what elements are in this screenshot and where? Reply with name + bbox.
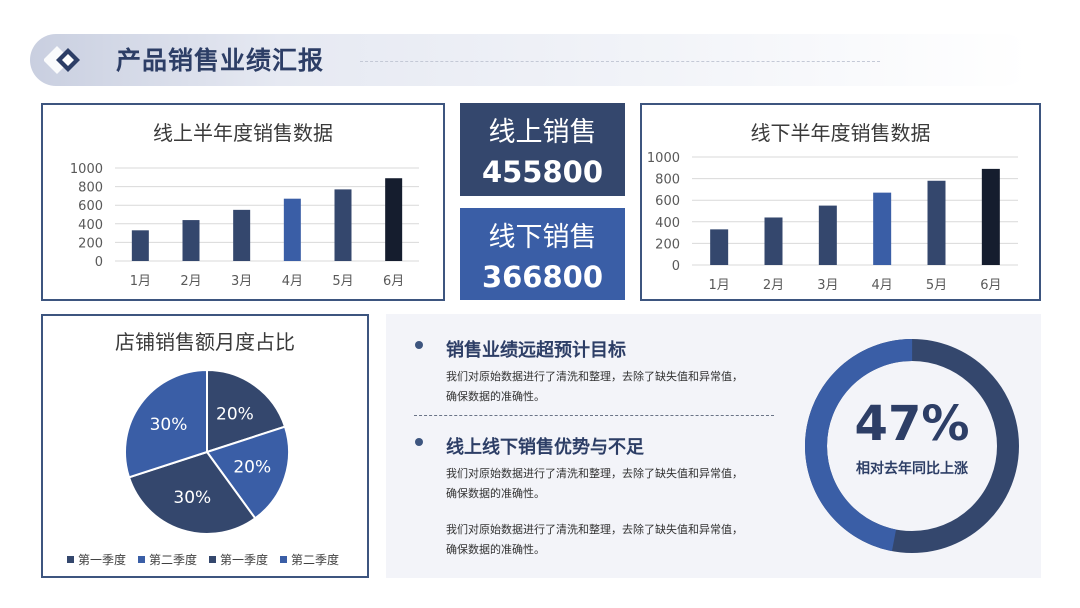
store-share-pie-panel: 店铺销售额月度占比 20% 20% 30% 30% 第一季度 第二季度 第一季度 第二季度 bbox=[41, 314, 369, 578]
pie-data-label: 20% bbox=[233, 458, 271, 478]
legend-swatch bbox=[67, 556, 74, 563]
pie-data-label: 30% bbox=[150, 415, 188, 435]
bar bbox=[927, 180, 946, 265]
title-bar bbox=[30, 34, 1030, 86]
legend-label: 第二季度 bbox=[291, 552, 339, 567]
growth-donut-gauge bbox=[804, 339, 1019, 553]
section1-text-line2: 确保数据的准确性。 bbox=[446, 390, 545, 403]
bar bbox=[334, 189, 352, 261]
legend-label: 第一季度 bbox=[220, 552, 268, 567]
online-bar-chart: 0 200 400 600 800 1000 1月 2月 3月 4月 5月 6月 bbox=[70, 162, 419, 289]
section2-p2-line2: 确保数据的准确性。 bbox=[446, 543, 545, 556]
offline-chart-title: 线下半年度销售数据 bbox=[750, 121, 931, 145]
pie-chart-title: 店铺销售额月度占比 bbox=[115, 330, 295, 354]
y-tick-label: 800 bbox=[78, 181, 103, 196]
donut-fill-arc bbox=[804, 339, 1019, 553]
bullet-dot bbox=[415, 438, 423, 446]
x-tick-label: 6月 bbox=[383, 274, 404, 289]
section2-p1-line1: 我们对原始数据进行了清洗和整理，去除了缺失值和异常值， bbox=[446, 467, 743, 480]
bar bbox=[764, 217, 783, 265]
pie-data-label: 20% bbox=[216, 405, 254, 425]
legend-swatch bbox=[280, 556, 287, 563]
bar bbox=[283, 198, 301, 261]
bar bbox=[818, 205, 837, 265]
x-tick-label: 3月 bbox=[231, 274, 252, 289]
pie-slice bbox=[206, 368, 287, 454]
y-tick-label: 400 bbox=[655, 216, 680, 231]
legend-swatch bbox=[209, 556, 216, 563]
bar bbox=[981, 168, 1000, 265]
title-divider bbox=[360, 61, 880, 62]
offline-sales-label: 线下销售 bbox=[488, 222, 597, 253]
legend-label: 第一季度 bbox=[78, 552, 126, 567]
x-tick-label: 6月 bbox=[980, 278, 1001, 293]
offline-sales-chart-panel: 线下半年度销售数据 0 200 400 600 800 1000 1月 2月 3月 4月 5月 6月 bbox=[640, 103, 1041, 301]
section2-heading: 线上线下销售优势与不足 bbox=[446, 437, 644, 458]
bar bbox=[873, 192, 892, 265]
online-sales-chart-panel: 线上半年度销售数据 0 200 400 600 800 1000 1月 2月 3月 4月 5月 6月 bbox=[41, 103, 445, 301]
y-tick-label: 600 bbox=[78, 199, 103, 214]
x-tick-label: 1月 bbox=[130, 274, 151, 289]
pie-slice bbox=[127, 450, 257, 535]
online-sales-label: 线上销售 bbox=[488, 117, 597, 148]
growth-percent-value: 47% bbox=[854, 396, 970, 452]
section2-p1-line2: 确保数据的准确性。 bbox=[446, 487, 545, 500]
section2-p2-line1: 我们对原始数据进行了清洗和整理，去除了缺失值和异常值， bbox=[446, 523, 743, 536]
bar bbox=[385, 178, 403, 261]
section1-heading: 销售业绩远超预计目标 bbox=[446, 340, 626, 361]
y-tick-label: 1000 bbox=[70, 162, 103, 177]
y-tick-label: 600 bbox=[655, 194, 680, 209]
x-tick-label: 5月 bbox=[926, 278, 947, 293]
legend-swatch bbox=[138, 556, 145, 563]
y-tick-label: 200 bbox=[78, 236, 103, 251]
pie-data-label: 30% bbox=[173, 488, 211, 508]
growth-caption: 相对去年同比上涨 bbox=[856, 461, 968, 477]
x-tick-label: 4月 bbox=[872, 278, 893, 293]
y-tick-label: 1000 bbox=[647, 151, 680, 166]
bar bbox=[710, 229, 729, 265]
y-tick-label: 400 bbox=[78, 218, 103, 233]
x-tick-label: 2月 bbox=[763, 278, 784, 293]
bar bbox=[233, 209, 251, 261]
offline-bar-chart: 0 200 400 600 800 1000 1月 2月 3月 4月 5月 6月 bbox=[647, 151, 1018, 293]
section1-text-line1: 我们对原始数据进行了清洗和整理，去除了缺失值和异常值， bbox=[446, 370, 743, 383]
offline-sales-value: 366800 bbox=[481, 260, 604, 294]
store-share-pie-chart: 20% 20% 30% 30% 第一季度 第二季度 第一季度 第二季度 bbox=[67, 368, 339, 567]
y-tick-label: 0 bbox=[95, 255, 103, 270]
online-sales-box: 线上销售 455800 bbox=[460, 103, 625, 196]
x-tick-label: 3月 bbox=[817, 278, 838, 293]
online-chart-title: 线上半年度销售数据 bbox=[153, 121, 333, 145]
diamond-logo-icon bbox=[44, 46, 80, 74]
pie-slice bbox=[124, 368, 208, 479]
bar bbox=[182, 220, 200, 261]
y-tick-label: 200 bbox=[655, 237, 680, 252]
pie-slice bbox=[205, 425, 290, 520]
y-tick-label: 0 bbox=[672, 259, 680, 274]
x-tick-label: 2月 bbox=[180, 274, 201, 289]
bullet-dot bbox=[415, 341, 423, 349]
offline-sales-box: 线下销售 366800 bbox=[460, 208, 625, 300]
page-title: 产品销售业绩汇报 bbox=[116, 46, 325, 75]
x-tick-label: 4月 bbox=[282, 274, 303, 289]
bar bbox=[131, 230, 149, 261]
legend-label: 第二季度 bbox=[149, 552, 197, 567]
y-tick-label: 800 bbox=[655, 173, 680, 188]
x-tick-label: 5月 bbox=[332, 274, 353, 289]
section-divider bbox=[414, 415, 774, 416]
online-sales-value: 455800 bbox=[481, 155, 604, 189]
x-tick-label: 1月 bbox=[709, 278, 730, 293]
